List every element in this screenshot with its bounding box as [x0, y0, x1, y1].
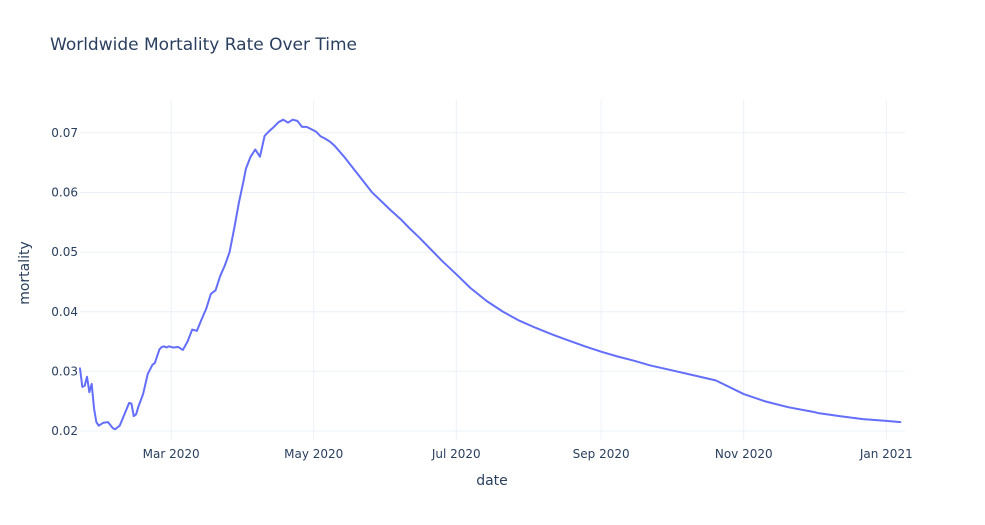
x-tick-label: Jul 2020 — [431, 447, 481, 461]
x-tick-label: Mar 2020 — [143, 447, 200, 461]
x-gridlines — [170, 100, 887, 440]
chart-title: Worldwide Mortality Rate Over Time — [50, 35, 357, 55]
x-axis-title: date — [476, 473, 508, 489]
y-gridlines — [80, 132, 905, 432]
x-tick-label: Sep 2020 — [573, 447, 630, 461]
y-tick-label: 0.05 — [51, 245, 78, 259]
y-tick-labels: 0.02 0.03 0.04 0.05 0.06 0.07 — [51, 126, 78, 438]
y-axis-title: mortality — [17, 241, 33, 305]
mortality-series-line — [79, 118, 902, 431]
y-tick-label: 0.04 — [51, 305, 78, 319]
x-tick-label: Jan 2021 — [859, 447, 913, 461]
x-tick-label: May 2020 — [284, 447, 343, 461]
y-tick-label: 0.03 — [51, 364, 78, 378]
y-tick-label: 0.07 — [51, 126, 78, 140]
x-tick-labels: Mar 2020 May 2020 Jul 2020 Sep 2020 Nov 2020… — [143, 447, 913, 461]
y-tick-label: 0.06 — [51, 185, 78, 199]
x-tick-label: Nov 2020 — [715, 447, 773, 461]
y-tick-label: 0.02 — [51, 424, 78, 438]
